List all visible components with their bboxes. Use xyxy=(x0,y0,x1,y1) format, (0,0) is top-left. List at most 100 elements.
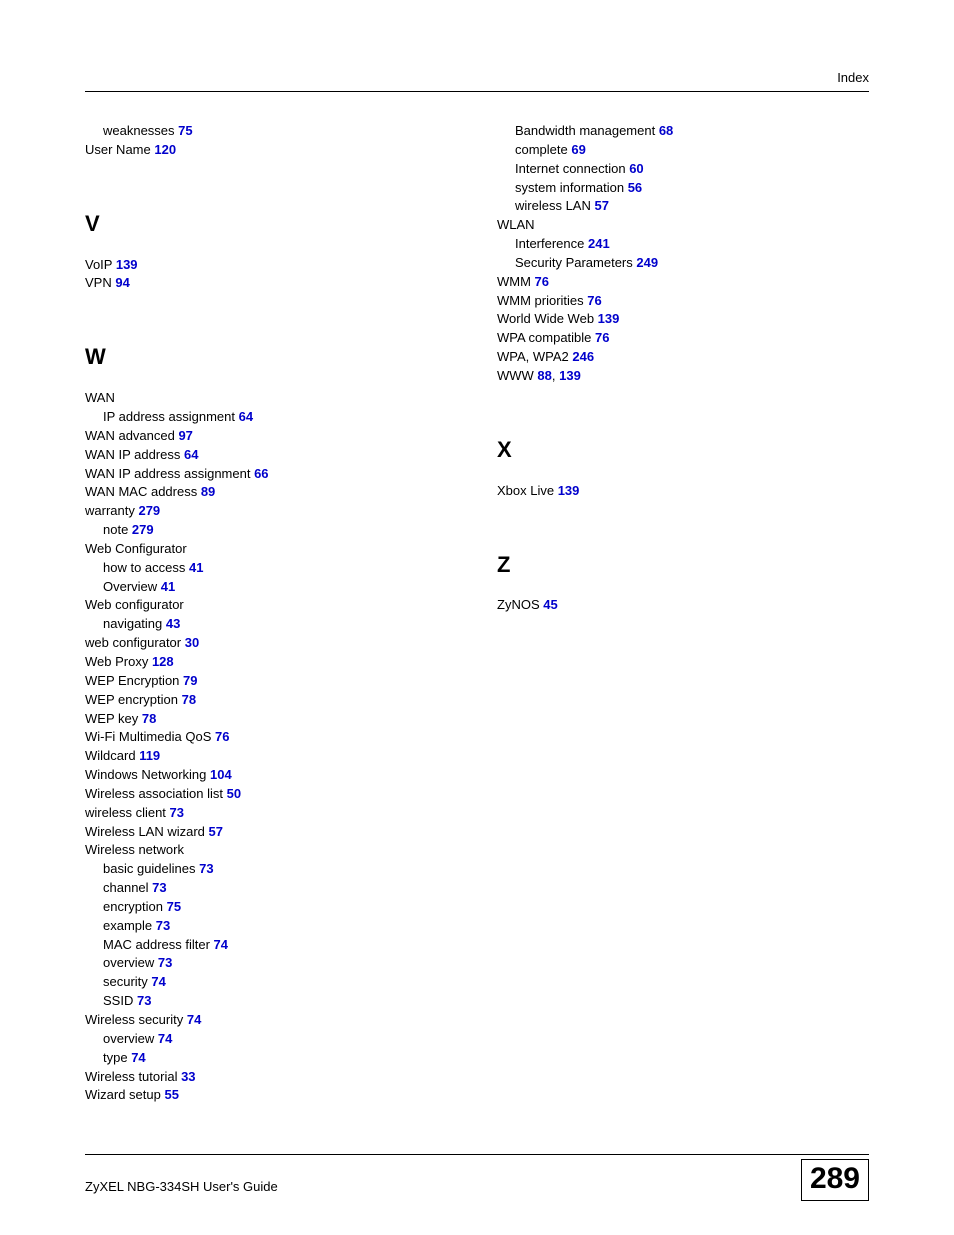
page-link[interactable]: 104 xyxy=(210,767,232,782)
page-link[interactable]: 56 xyxy=(628,180,642,195)
page-link[interactable]: 75 xyxy=(167,899,181,914)
index-entry: WAN advanced 97 xyxy=(85,427,457,446)
page-link[interactable]: 50 xyxy=(227,786,241,801)
index-entry-text: web configurator xyxy=(85,635,185,650)
page-link[interactable]: 74 xyxy=(151,974,165,989)
index-entry: Wireless network xyxy=(85,841,457,860)
page-link[interactable]: 139 xyxy=(598,311,620,326)
page-link[interactable]: 73 xyxy=(170,805,184,820)
section-letter: V xyxy=(85,208,457,240)
page-link[interactable]: 76 xyxy=(595,330,609,345)
index-entry: WPA, WPA2 246 xyxy=(497,348,869,367)
page-link[interactable]: 30 xyxy=(185,635,199,650)
index-entry: encryption 75 xyxy=(85,898,457,917)
page-link[interactable]: 139 xyxy=(558,483,580,498)
page-link[interactable]: 55 xyxy=(164,1087,178,1102)
index-entry-text: WWW xyxy=(497,368,537,383)
page-link[interactable]: 246 xyxy=(572,349,594,364)
page-link[interactable]: 64 xyxy=(239,409,253,424)
index-entry-text: Wireless LAN wizard xyxy=(85,824,209,839)
page-link[interactable]: 73 xyxy=(199,861,213,876)
index-entry: Wireless security 74 xyxy=(85,1011,457,1030)
index-entry: User Name 120 xyxy=(85,141,457,160)
index-entry-text: Wizard setup xyxy=(85,1087,164,1102)
page-link[interactable]: 41 xyxy=(161,579,175,594)
index-entry-text: Web Configurator xyxy=(85,541,187,556)
page-link[interactable]: 128 xyxy=(152,654,174,669)
page-link[interactable]: 73 xyxy=(152,880,166,895)
index-entry: example 73 xyxy=(85,917,457,936)
index-entry-text: WMM priorities xyxy=(497,293,587,308)
page-link[interactable]: 45 xyxy=(543,597,557,612)
page-link[interactable]: 279 xyxy=(138,503,160,518)
index-entry-text: type xyxy=(103,1050,131,1065)
index-entry-text: IP address assignment xyxy=(103,409,239,424)
page-link[interactable]: 76 xyxy=(215,729,229,744)
index-entry: security 74 xyxy=(85,973,457,992)
page-link[interactable]: 57 xyxy=(594,198,608,213)
index-entry: VPN 94 xyxy=(85,274,457,293)
index-entry: MAC address filter 74 xyxy=(85,936,457,955)
index-entry: Internet connection 60 xyxy=(497,160,869,179)
page-link[interactable]: 66 xyxy=(254,466,268,481)
index-entry-text: WEP encryption xyxy=(85,692,182,707)
index-entry: WWW 88, 139 xyxy=(497,367,869,386)
page-link[interactable]: 73 xyxy=(137,993,151,1008)
page-link[interactable]: 68 xyxy=(659,123,673,138)
index-entry-text: complete xyxy=(515,142,571,157)
page-link[interactable]: 41 xyxy=(189,560,203,575)
index-entry: Web configurator xyxy=(85,596,457,615)
index-entry: Interference 241 xyxy=(497,235,869,254)
section-letter: Z xyxy=(497,549,869,581)
page-link[interactable]: 89 xyxy=(201,484,215,499)
page-link[interactable]: 74 xyxy=(187,1012,201,1027)
section-letter: W xyxy=(85,341,457,373)
index-entry: WAN MAC address 89 xyxy=(85,483,457,502)
page-link[interactable]: 88 xyxy=(537,368,551,383)
index-entry-text: World Wide Web xyxy=(497,311,598,326)
page-link[interactable]: 43 xyxy=(166,616,180,631)
page-link[interactable]: 78 xyxy=(142,711,156,726)
index-entry-text: encryption xyxy=(103,899,167,914)
page-link[interactable]: 79 xyxy=(183,673,197,688)
index-entry: Web Configurator xyxy=(85,540,457,559)
index-entry: wireless client 73 xyxy=(85,804,457,823)
index-entry: IP address assignment 64 xyxy=(85,408,457,427)
page-link[interactable]: 76 xyxy=(535,274,549,289)
index-entry-text: MAC address filter xyxy=(103,937,214,952)
index-entry-text: Interference xyxy=(515,236,588,251)
page-link[interactable]: 69 xyxy=(571,142,585,157)
page-link[interactable]: 241 xyxy=(588,236,610,251)
page-link[interactable]: 73 xyxy=(156,918,170,933)
page-link[interactable]: 119 xyxy=(139,748,160,763)
index-entry-text: WAN IP address xyxy=(85,447,184,462)
index-entry-text: SSID xyxy=(103,993,137,1008)
index-entry: system information 56 xyxy=(497,179,869,198)
page-link[interactable]: 64 xyxy=(184,447,198,462)
footer-page-number: 289 xyxy=(801,1159,869,1201)
page-link[interactable]: 97 xyxy=(178,428,192,443)
page-link[interactable]: 279 xyxy=(132,522,154,537)
page-link[interactable]: 57 xyxy=(209,824,223,839)
index-entry-text: wireless LAN xyxy=(515,198,594,213)
page-link[interactable]: 139 xyxy=(116,257,138,272)
page-link[interactable]: 76 xyxy=(587,293,601,308)
page-link[interactable]: 74 xyxy=(214,937,228,952)
index-entry-text: WLAN xyxy=(497,217,535,232)
page-link[interactable]: 139 xyxy=(559,368,581,383)
page-link[interactable]: 120 xyxy=(154,142,176,157)
page-link[interactable]: 249 xyxy=(636,255,658,270)
index-entry: basic guidelines 73 xyxy=(85,860,457,879)
page-link[interactable]: 78 xyxy=(182,692,196,707)
index-entry: Web Proxy 128 xyxy=(85,653,457,672)
index-entry: warranty 279 xyxy=(85,502,457,521)
page-link[interactable]: 74 xyxy=(131,1050,145,1065)
page-link[interactable]: 94 xyxy=(115,275,129,290)
page-link[interactable]: 73 xyxy=(158,955,172,970)
index-entry: web configurator 30 xyxy=(85,634,457,653)
page-link[interactable]: 60 xyxy=(629,161,643,176)
page-link[interactable]: 74 xyxy=(158,1031,172,1046)
page-link[interactable]: 75 xyxy=(178,123,192,138)
index-entry: WEP Encryption 79 xyxy=(85,672,457,691)
page-link[interactable]: 33 xyxy=(181,1069,195,1084)
